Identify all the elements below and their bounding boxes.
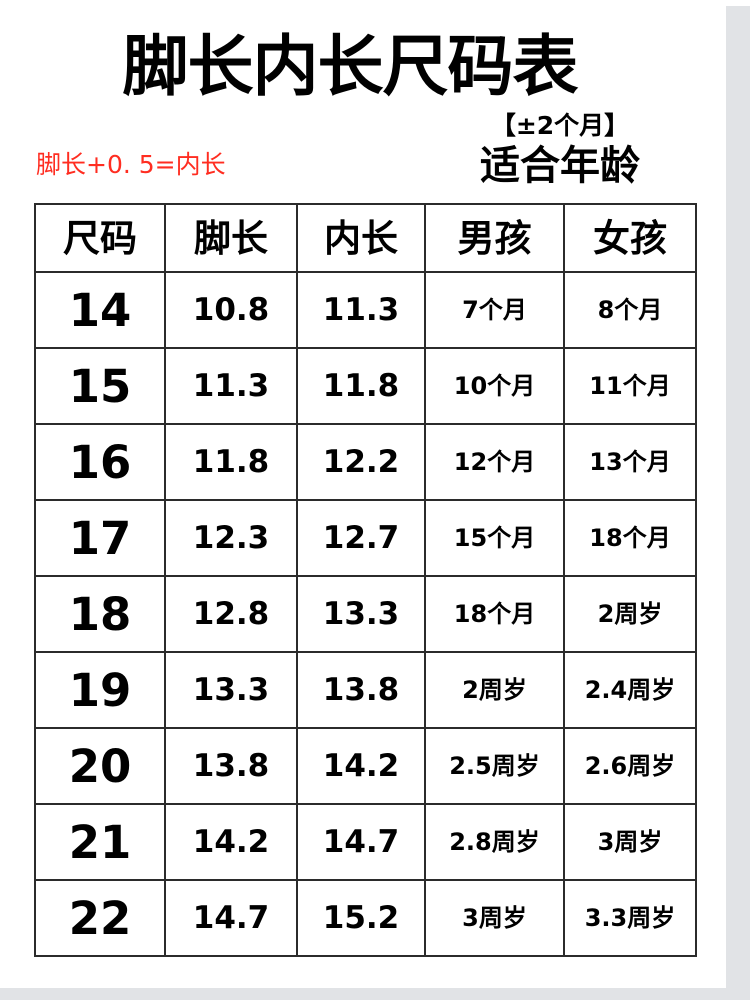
cell-size: 20 [34,727,166,805]
table-row: 20 13.8 14.2 2.5周岁 2.6周岁 [34,727,697,805]
column-header-size: 尺码 [34,203,166,273]
cell-size: 19 [34,651,166,729]
cell-boy-age: 2.8周岁 [424,803,565,881]
age-group-label: 适合年龄 [480,143,640,189]
page-frame-bottom-edge [0,988,750,1000]
cell-foot-length: 12.8 [164,575,298,653]
cell-inner-length: 13.8 [296,651,426,729]
cell-foot-length: 13.8 [164,727,298,805]
conversion-formula-note: 脚长+0. 5=内长 [36,150,226,179]
table-row: 18 12.8 13.3 18个月 2周岁 [34,575,697,653]
cell-boy-age: 2周岁 [424,651,565,729]
cell-size: 22 [34,879,166,957]
column-header-girl-age: 女孩 [563,203,697,273]
cell-girl-age: 3周岁 [563,803,697,881]
size-chart-table: 尺码 脚长 内长 男孩 女孩 14 10.8 11.3 7个月 8个月 15 11.3 11.… [34,203,697,957]
cell-inner-length: 11.8 [296,347,426,425]
table-body: 14 10.8 11.3 7个月 8个月 15 11.3 11.8 10个月 11个月 16 11.8… [34,271,697,957]
cell-foot-length: 14.2 [164,803,298,881]
cell-size: 14 [34,271,166,349]
page-frame-corner-fill [726,0,750,6]
column-header-foot-length: 脚长 [164,203,298,273]
cell-inner-length: 15.2 [296,879,426,957]
cell-inner-length: 14.7 [296,803,426,881]
page-frame-right-edge [726,0,750,1000]
cell-girl-age: 2.6周岁 [563,727,697,805]
cell-boy-age: 3周岁 [424,879,565,957]
table-row: 16 11.8 12.2 12个月 13个月 [34,423,697,501]
cell-boy-age: 7个月 [424,271,565,349]
cell-foot-length: 10.8 [164,271,298,349]
size-chart-sheet: 脚长内长尺码表 【±2个月】 脚长+0. 5=内长 适合年龄 尺码 脚长 内长 … [34,28,697,957]
cell-girl-age: 11个月 [563,347,697,425]
cell-boy-age: 15个月 [424,499,565,577]
cell-girl-age: 2周岁 [563,575,697,653]
cell-boy-age: 18个月 [424,575,565,653]
column-header-inner-length: 内长 [296,203,426,273]
cell-foot-length: 14.7 [164,879,298,957]
cell-inner-length: 12.7 [296,499,426,577]
cell-foot-length: 11.8 [164,423,298,501]
cell-size: 21 [34,803,166,881]
cell-boy-age: 10个月 [424,347,565,425]
table-row: 21 14.2 14.7 2.8周岁 3周岁 [34,803,697,881]
cell-size: 17 [34,499,166,577]
table-header-row: 尺码 脚长 内长 男孩 女孩 [34,203,697,273]
table-row: 19 13.3 13.8 2周岁 2.4周岁 [34,651,697,729]
cell-size: 18 [34,575,166,653]
cell-foot-length: 12.3 [164,499,298,577]
table-row: 14 10.8 11.3 7个月 8个月 [34,271,697,349]
cell-girl-age: 13个月 [563,423,697,501]
cell-inner-length: 12.2 [296,423,426,501]
cell-inner-length: 14.2 [296,727,426,805]
cell-size: 15 [34,347,166,425]
cell-boy-age: 12个月 [424,423,565,501]
cell-girl-age: 3.3周岁 [563,879,697,957]
cell-foot-length: 11.3 [164,347,298,425]
table-row: 17 12.3 12.7 15个月 18个月 [34,499,697,577]
column-header-boy-age: 男孩 [424,203,565,273]
cell-size: 16 [34,423,166,501]
cell-girl-age: 8个月 [563,271,697,349]
cell-girl-age: 2.4周岁 [563,651,697,729]
page-title: 脚长内长尺码表 [122,28,579,105]
cell-inner-length: 13.3 [296,575,426,653]
table-row: 15 11.3 11.8 10个月 11个月 [34,347,697,425]
table-row: 22 14.7 15.2 3周岁 3.3周岁 [34,879,697,957]
cell-girl-age: 18个月 [563,499,697,577]
cell-foot-length: 13.3 [164,651,298,729]
cell-boy-age: 2.5周岁 [424,727,565,805]
tolerance-note: 【±2个月】 [490,111,630,140]
cell-inner-length: 11.3 [296,271,426,349]
